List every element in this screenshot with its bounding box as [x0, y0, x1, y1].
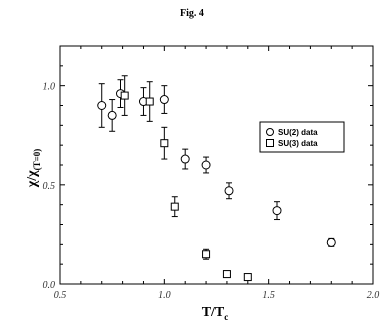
x-tick-label: 2.0	[367, 290, 380, 301]
plot-frame	[59, 45, 374, 285]
legend-square-marker	[266, 139, 274, 147]
su2-data-point	[159, 95, 169, 105]
x-axis-label: T/Tc	[202, 305, 229, 322]
legend-circle-marker	[266, 128, 274, 136]
su3-data-point	[170, 202, 179, 211]
y-tick-label: 0.0	[43, 280, 56, 291]
su3-data-point	[202, 250, 211, 259]
su3-data-point	[145, 97, 154, 106]
legend: SU(2) data SU(3) data	[259, 121, 345, 153]
legend-label-su2: SU(2) data	[278, 128, 318, 137]
y-tick-label: 1.0	[43, 82, 56, 93]
su3-data-point	[222, 270, 231, 279]
y-tick-label: 0.5	[43, 181, 56, 192]
su3-data-point	[120, 91, 129, 100]
su3-data-point	[160, 139, 169, 148]
legend-label-su3: SU(3) data	[278, 139, 318, 148]
x-tick-label: 0.5	[54, 290, 67, 301]
su3-data-point	[243, 273, 252, 282]
su2-data-point	[272, 206, 282, 216]
su2-data-point	[97, 101, 107, 110]
su2-data-point	[180, 154, 190, 164]
x-tick-label: 1.5	[262, 290, 275, 301]
x-axis: 0.5 1.0 1.5 2.0	[54, 46, 380, 301]
data-points	[97, 75, 336, 282]
su2-data-point	[201, 160, 211, 170]
x-tick-label: 1.0	[158, 290, 171, 301]
chart-title: Fig. 4	[180, 8, 204, 19]
su2-data-point	[107, 110, 117, 120]
su2-data-point	[326, 237, 336, 247]
su2-data-point	[224, 186, 234, 196]
y-axis: 0.0 0.5 1.0	[43, 45, 373, 291]
y-axis-label: χ/χ(T=0)	[25, 149, 42, 188]
